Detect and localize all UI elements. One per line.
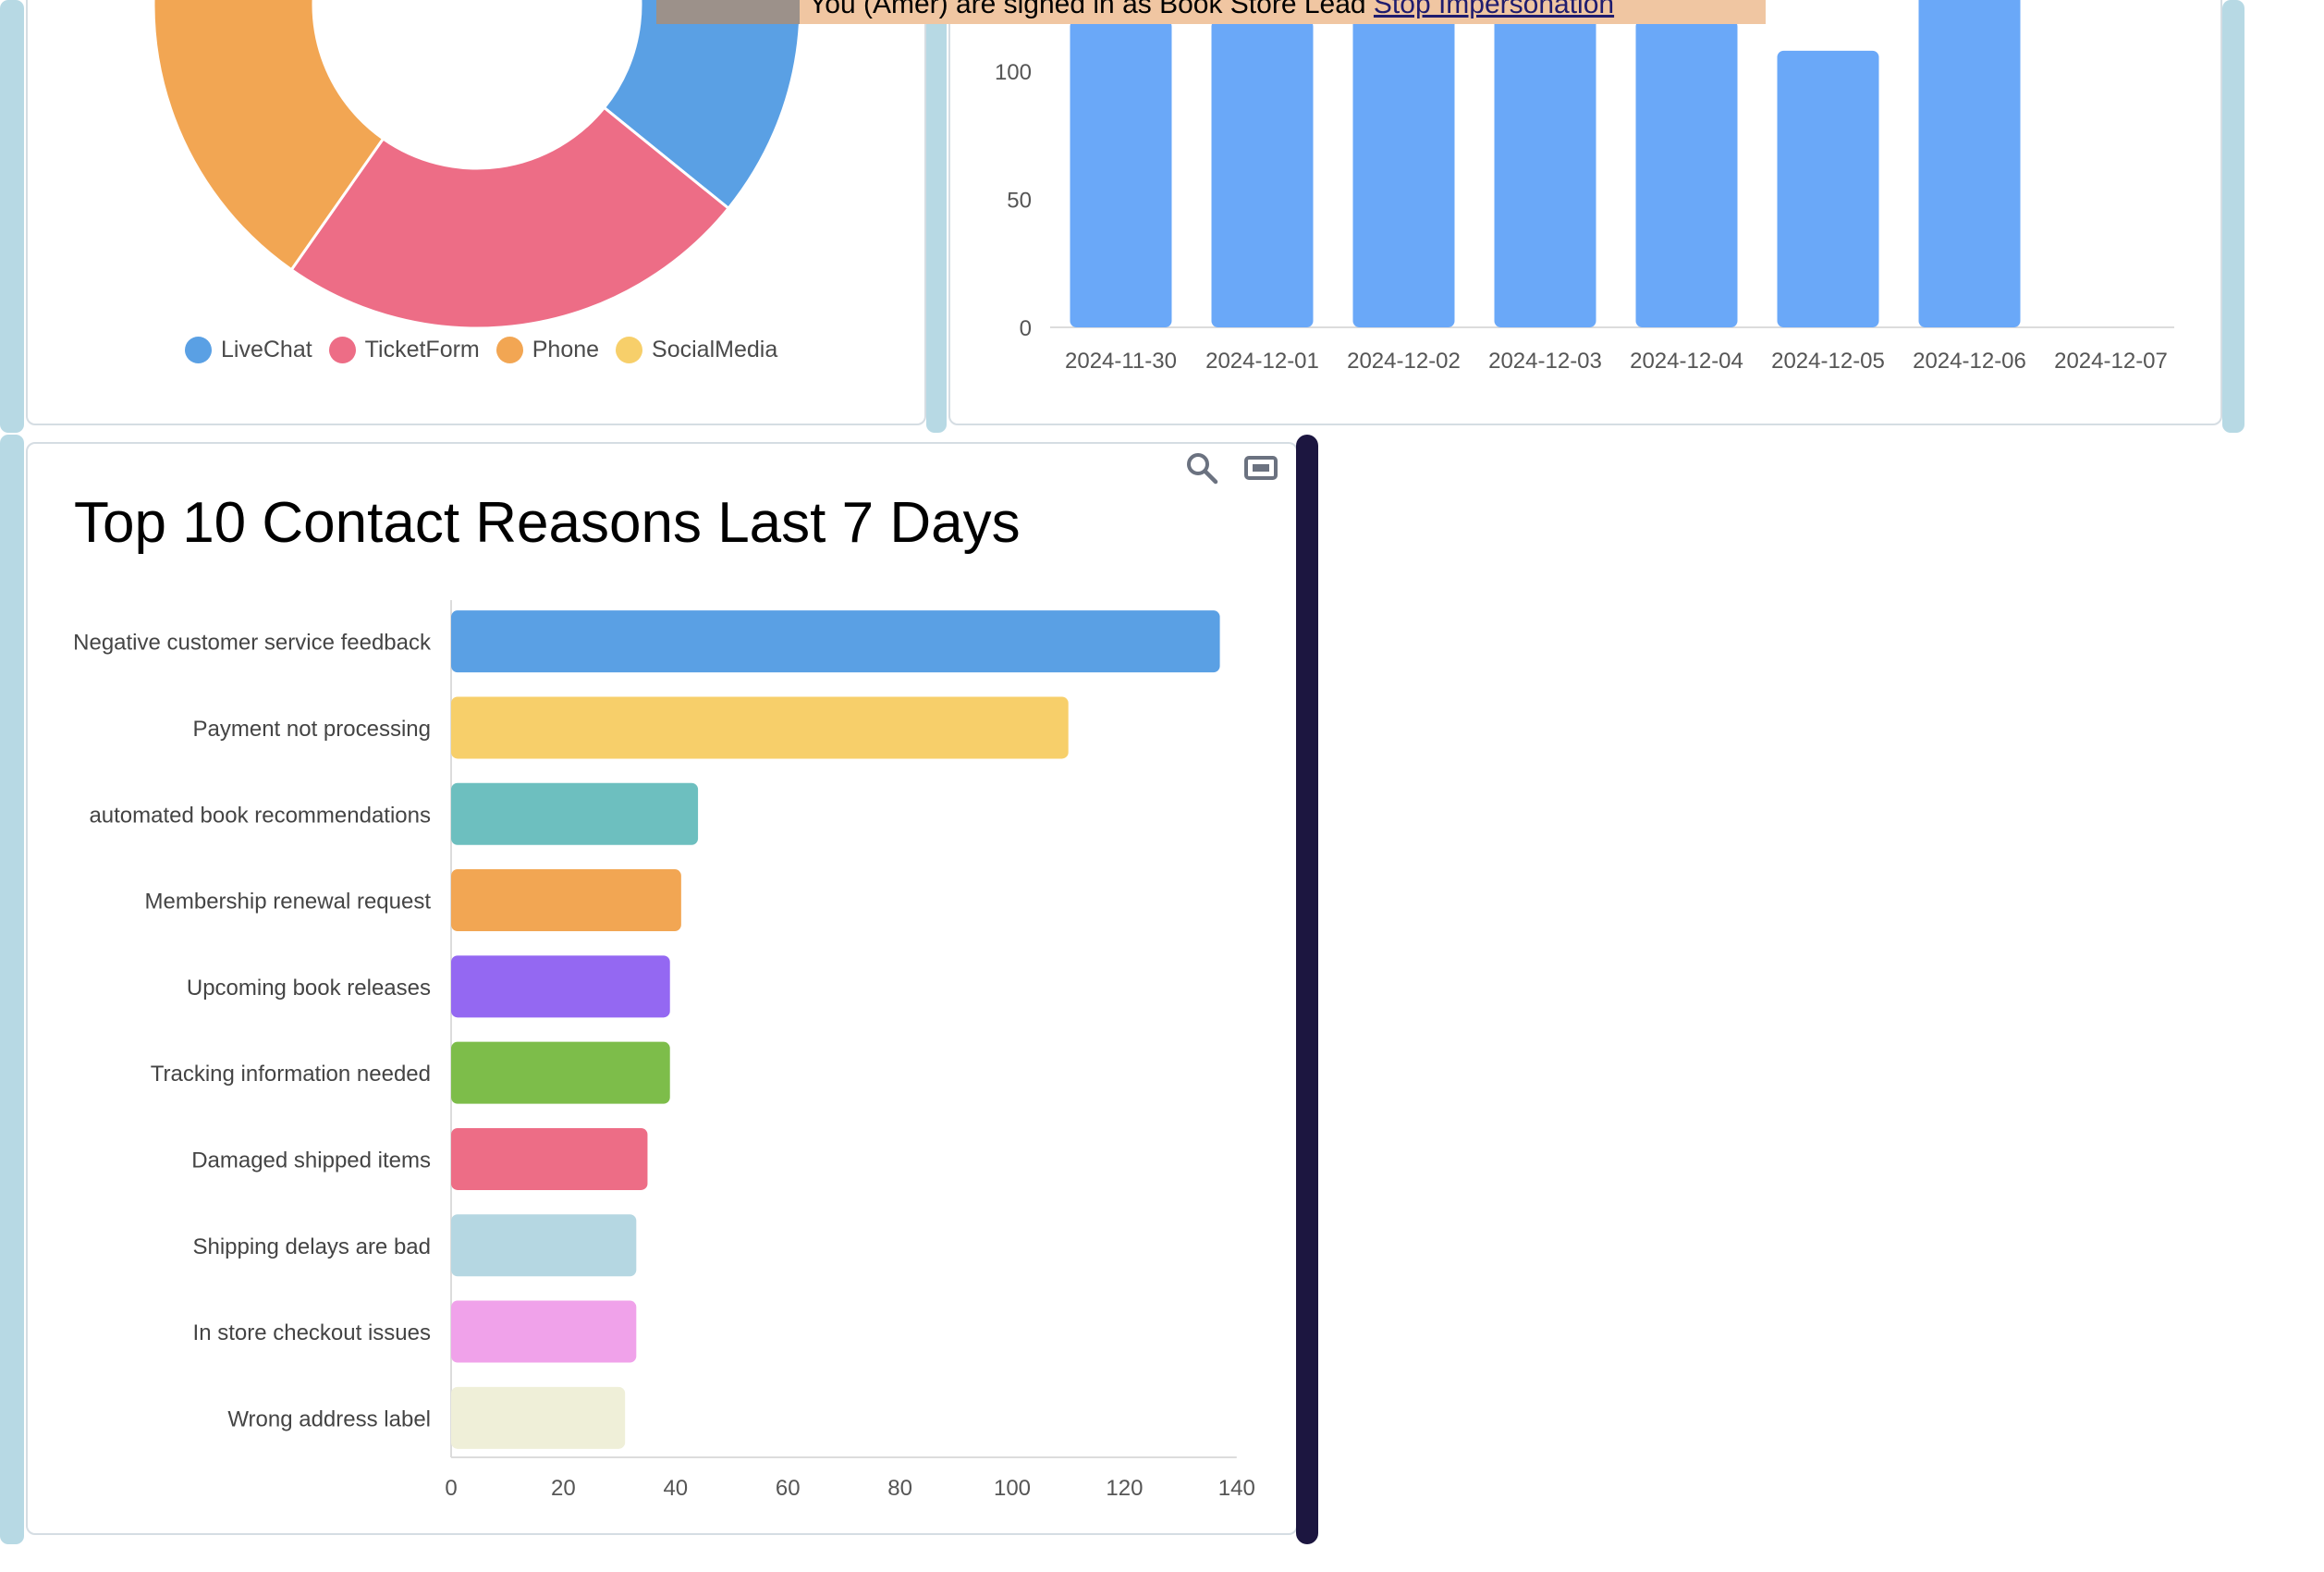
category-label: Negative customer service feedback bbox=[73, 631, 432, 656]
legend-label: Phone bbox=[532, 337, 600, 362]
banner-text: You (Amer) are signed in as Book Store L… bbox=[809, 0, 1614, 20]
x-tick-label: 2024-12-07 bbox=[2054, 349, 2168, 374]
reason-bar[interactable] bbox=[451, 955, 670, 1018]
x-tick-label: 2024-12-04 bbox=[1630, 349, 1743, 374]
legend-label: LiveChat bbox=[221, 337, 312, 362]
reason-bar[interactable] bbox=[451, 1214, 637, 1277]
legend-label: TicketForm bbox=[364, 337, 480, 362]
x-tick-label: 2024-11-30 bbox=[1065, 349, 1177, 374]
x-tick-label: 0 bbox=[445, 1476, 457, 1501]
reason-bar[interactable] bbox=[451, 1300, 637, 1363]
y-tick-label: 0 bbox=[1020, 316, 1032, 341]
category-label: Wrong address label bbox=[227, 1406, 431, 1431]
donut-legend: LiveChat TicketForm Phone SocialMedia bbox=[185, 337, 794, 363]
x-tick-label: 2024-12-06 bbox=[1913, 349, 2026, 374]
donut-slice-livechat[interactable] bbox=[477, 0, 802, 211]
x-tick-label: 2024-12-05 bbox=[1771, 349, 1885, 374]
daily-bar[interactable] bbox=[1635, 19, 1738, 327]
category-label: Membership renewal request bbox=[145, 890, 432, 915]
contact-reasons-chart: Negative customer service feedback Paymen… bbox=[73, 600, 1255, 1501]
ticket-icon bbox=[1244, 456, 1278, 480]
daily-bar[interactable] bbox=[1777, 50, 1879, 328]
legend-item-socialmedia[interactable]: SocialMedia bbox=[616, 337, 777, 363]
category-label: Shipping delays are bad bbox=[192, 1234, 431, 1259]
legend-item-ticketform[interactable]: TicketForm bbox=[328, 337, 480, 363]
legend-item-livechat[interactable]: LiveChat bbox=[185, 337, 312, 363]
magnifier-icon bbox=[1187, 453, 1218, 485]
x-tick-label: 140 bbox=[1218, 1476, 1255, 1501]
x-tick-label: 60 bbox=[776, 1476, 801, 1501]
category-label: Tracking information needed bbox=[151, 1062, 431, 1087]
banner-message: You (Amer) are signed in as Book Store L… bbox=[809, 0, 1366, 19]
category-label: Payment not processing bbox=[193, 717, 431, 742]
reason-bar[interactable] bbox=[451, 1386, 626, 1449]
legend-swatch bbox=[328, 337, 356, 363]
category-label: Upcoming book releases bbox=[187, 976, 431, 1001]
reason-bar[interactable] bbox=[451, 696, 1069, 759]
x-tick-label: 80 bbox=[887, 1476, 912, 1501]
daily-bar-chart: 0 50 100 2024-11-30 2024-12-01 2024-12-02 2024… bbox=[995, 0, 2174, 374]
x-tick-label: 2024-12-03 bbox=[1488, 349, 1602, 374]
daily-bar[interactable] bbox=[1211, 19, 1314, 327]
banner-accent bbox=[656, 0, 800, 24]
category-label: Damaged shipped items bbox=[191, 1148, 431, 1173]
daily-bar[interactable] bbox=[1918, 0, 2021, 327]
reason-bar[interactable] bbox=[451, 1041, 670, 1104]
donut-slice-ticketform[interactable] bbox=[289, 105, 731, 330]
stop-impersonation-link[interactable]: Stop Impersonation bbox=[1373, 0, 1615, 19]
legend-label: SocialMedia bbox=[652, 337, 778, 362]
reason-bar[interactable] bbox=[451, 869, 681, 932]
grid-rail-middle bbox=[926, 0, 947, 433]
legend-swatch bbox=[185, 337, 212, 363]
category-label: automated book recommendations bbox=[89, 803, 431, 828]
grid-rail-left bbox=[0, 0, 24, 433]
donut-chart bbox=[152, 0, 802, 330]
y-tick-label: 50 bbox=[1007, 189, 1032, 214]
y-tick-label: 100 bbox=[995, 60, 1032, 85]
grid-rail-left-lower bbox=[0, 435, 24, 1544]
reason-bar[interactable] bbox=[451, 782, 699, 845]
save-image-button[interactable] bbox=[1241, 448, 1281, 488]
vertical-scrollbar[interactable] bbox=[1296, 435, 1318, 1544]
category-label: In store checkout issues bbox=[193, 1320, 431, 1345]
impersonation-banner: You (Amer) are signed in as Book Store L… bbox=[656, 0, 1766, 24]
daily-bar[interactable] bbox=[1070, 19, 1172, 327]
zoom-button[interactable] bbox=[1181, 448, 1222, 488]
daily-bar[interactable] bbox=[1494, 0, 1596, 327]
daily-bar[interactable] bbox=[1352, 0, 1455, 327]
legend-swatch bbox=[495, 337, 523, 363]
donut-slice-phone[interactable] bbox=[152, 0, 477, 272]
x-tick-label: 100 bbox=[994, 1476, 1031, 1501]
x-tick-label: 20 bbox=[551, 1476, 576, 1501]
x-tick-label: 2024-12-01 bbox=[1205, 349, 1319, 374]
x-tick-label: 2024-12-02 bbox=[1347, 349, 1461, 374]
x-tick-label: 40 bbox=[663, 1476, 688, 1501]
reason-bar[interactable] bbox=[451, 610, 1220, 673]
x-tick-label: 120 bbox=[1106, 1476, 1143, 1501]
grid-rail-right bbox=[2222, 0, 2244, 433]
chart-title: Top 10 Contact Reasons Last 7 Days bbox=[74, 491, 1021, 555]
legend-item-phone[interactable]: Phone bbox=[495, 337, 600, 363]
reason-bar[interactable] bbox=[451, 1127, 648, 1190]
legend-swatch bbox=[616, 337, 643, 363]
